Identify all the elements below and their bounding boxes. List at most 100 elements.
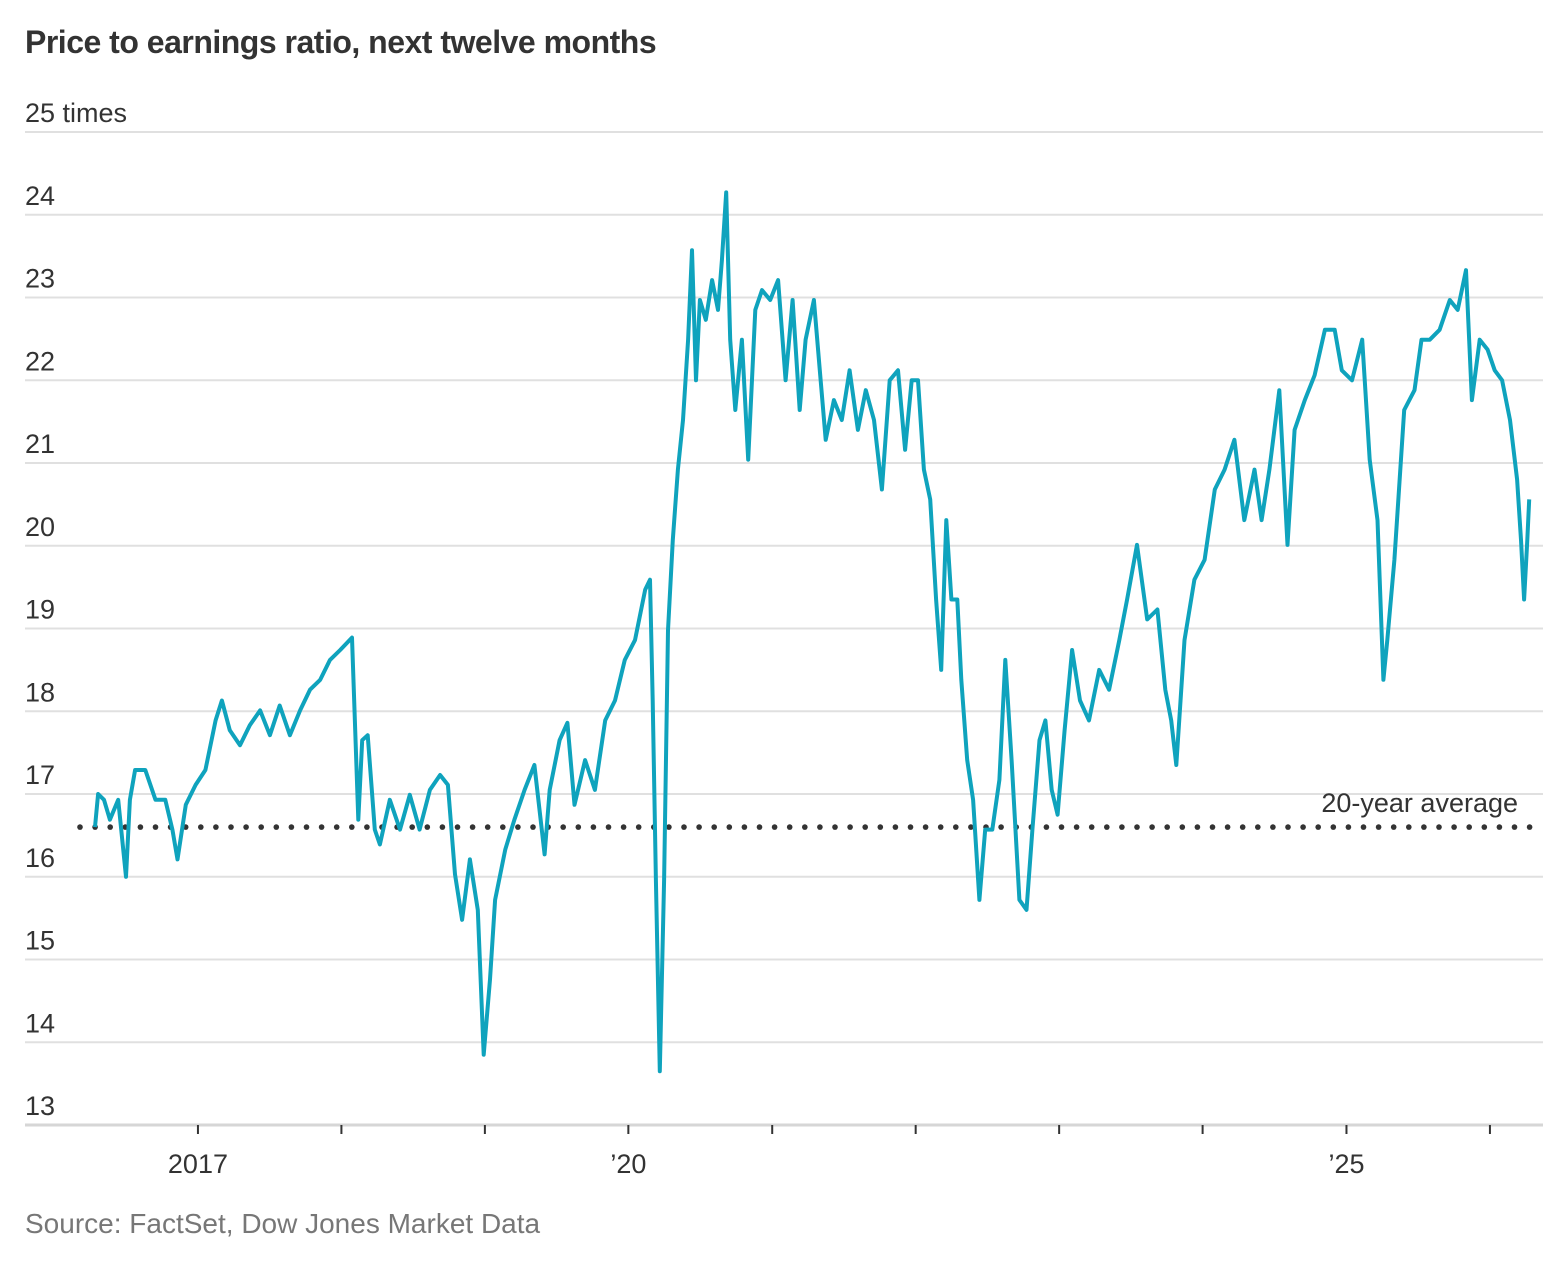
- average-dot: [605, 824, 612, 830]
- average-dot: [1179, 824, 1186, 830]
- average-dot: [1194, 824, 1201, 830]
- y-tick-label: 21: [25, 429, 55, 459]
- average-dot: [424, 824, 431, 830]
- average-dot: [198, 824, 204, 830]
- average-dot: [1300, 824, 1306, 830]
- average-dot: [484, 824, 491, 830]
- average-dot: [258, 824, 265, 830]
- average-dot: [877, 824, 884, 830]
- average-line: [77, 824, 1533, 830]
- average-dot: [152, 824, 159, 830]
- y-tick-label: 15: [25, 926, 55, 956]
- average-dot: [77, 824, 83, 830]
- y-tick-label: 23: [25, 264, 55, 294]
- chart-title: Price to earnings ratio, next twelve mon…: [25, 24, 657, 60]
- source-note: Source: FactSet, Dow Jones Market Data: [25, 1208, 541, 1239]
- average-dot: [1239, 824, 1246, 830]
- average-dot: [303, 824, 310, 830]
- average-dot: [741, 824, 748, 830]
- average-dot: [862, 824, 868, 830]
- average-dot: [1285, 824, 1291, 830]
- average-dot: [953, 824, 959, 830]
- average-dot: [1104, 824, 1110, 830]
- average-dot: [802, 824, 808, 830]
- average-dot: [1149, 824, 1155, 830]
- y-tick-label: 16: [25, 843, 55, 873]
- average-dot: [530, 824, 536, 830]
- average-dot: [635, 824, 642, 830]
- average-dot: [500, 824, 506, 830]
- y-tick-label: 25 times: [25, 98, 127, 128]
- average-dot: [1526, 824, 1533, 830]
- average-dot: [847, 824, 853, 830]
- average-dot: [1088, 824, 1095, 830]
- y-tick-label: 18: [25, 677, 55, 707]
- average-dot: [726, 824, 733, 830]
- average-dot: [409, 824, 416, 830]
- average-dot: [515, 824, 521, 830]
- average-dot: [666, 824, 672, 830]
- average-dot: [1436, 824, 1442, 830]
- average-dot: [1375, 824, 1382, 830]
- average-dot: [273, 824, 280, 830]
- average-dot: [288, 824, 295, 830]
- x-tick-label: 2017: [168, 1149, 228, 1179]
- average-dot: [620, 824, 627, 830]
- y-tick-label: 19: [25, 595, 55, 625]
- average-dot: [1451, 824, 1457, 830]
- average-dot: [1073, 824, 1080, 830]
- x-tick-label: ’20: [610, 1149, 646, 1179]
- average-dot: [1224, 824, 1231, 830]
- average-dot: [711, 824, 717, 830]
- average-dot: [575, 824, 582, 830]
- average-dot: [907, 824, 914, 830]
- y-tick-label: 20: [25, 512, 55, 542]
- average-dot: [1164, 824, 1170, 830]
- average-dot: [1119, 824, 1125, 830]
- average-dot: [243, 824, 249, 830]
- average-dot: [1270, 824, 1276, 830]
- average-dot: [1043, 824, 1050, 830]
- average-dot: [922, 824, 929, 830]
- average-dot: [771, 824, 778, 830]
- y-axis: 13 14 15 16 17 18 19 20 21 22 23 24 25 times: [25, 98, 127, 1121]
- average-dot: [137, 824, 144, 830]
- average-dot: [1406, 824, 1412, 830]
- pe-ratio-line: [93, 190, 1532, 1074]
- average-dot: [318, 824, 325, 830]
- average-dot: [696, 824, 702, 830]
- average-dot: [1511, 824, 1518, 830]
- average-dot: [364, 824, 370, 830]
- average-label: 20-year average: [1321, 788, 1518, 818]
- average-dot: [1330, 824, 1337, 830]
- average-dot: [1496, 824, 1503, 830]
- average-dot: [590, 824, 597, 830]
- y-tick-label: 17: [25, 760, 55, 790]
- average-dot: [1209, 824, 1216, 830]
- average-dot: [892, 824, 899, 830]
- average-dot: [333, 824, 340, 830]
- average-dot: [1134, 824, 1140, 830]
- gridlines: [25, 131, 1543, 1127]
- average-dot: [832, 824, 838, 830]
- y-tick-label: 24: [25, 181, 55, 211]
- average-dot: [454, 824, 461, 830]
- average-dot: [1421, 824, 1427, 830]
- average-dot: [349, 824, 355, 830]
- y-tick-label: 22: [25, 346, 55, 376]
- average-dot: [1481, 824, 1488, 830]
- y-tick-label: 13: [25, 1091, 55, 1121]
- average-dot: [786, 824, 793, 830]
- average-dot: [968, 824, 974, 830]
- y-tick-label: 14: [25, 1008, 55, 1038]
- average-dot: [681, 824, 687, 830]
- average-dot: [1058, 824, 1065, 830]
- average-dot: [1360, 824, 1367, 830]
- series-layer: [93, 190, 1532, 1074]
- average-dot: [228, 824, 234, 830]
- average-dot: [469, 824, 476, 830]
- average-dot: [560, 824, 566, 830]
- average-dot: [213, 824, 219, 830]
- x-tick-label: ’25: [1328, 1149, 1364, 1179]
